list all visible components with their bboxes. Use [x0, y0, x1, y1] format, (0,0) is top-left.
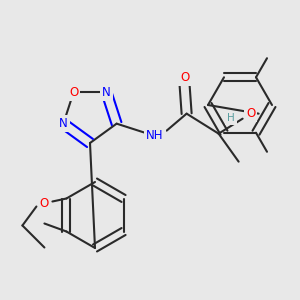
Text: O: O [40, 197, 49, 210]
Text: O: O [180, 71, 189, 84]
Text: O: O [69, 86, 78, 99]
Text: H: H [227, 113, 235, 123]
Text: NH: NH [146, 129, 164, 142]
Text: O: O [246, 107, 255, 120]
Text: N: N [102, 86, 111, 99]
Text: N: N [59, 117, 68, 130]
